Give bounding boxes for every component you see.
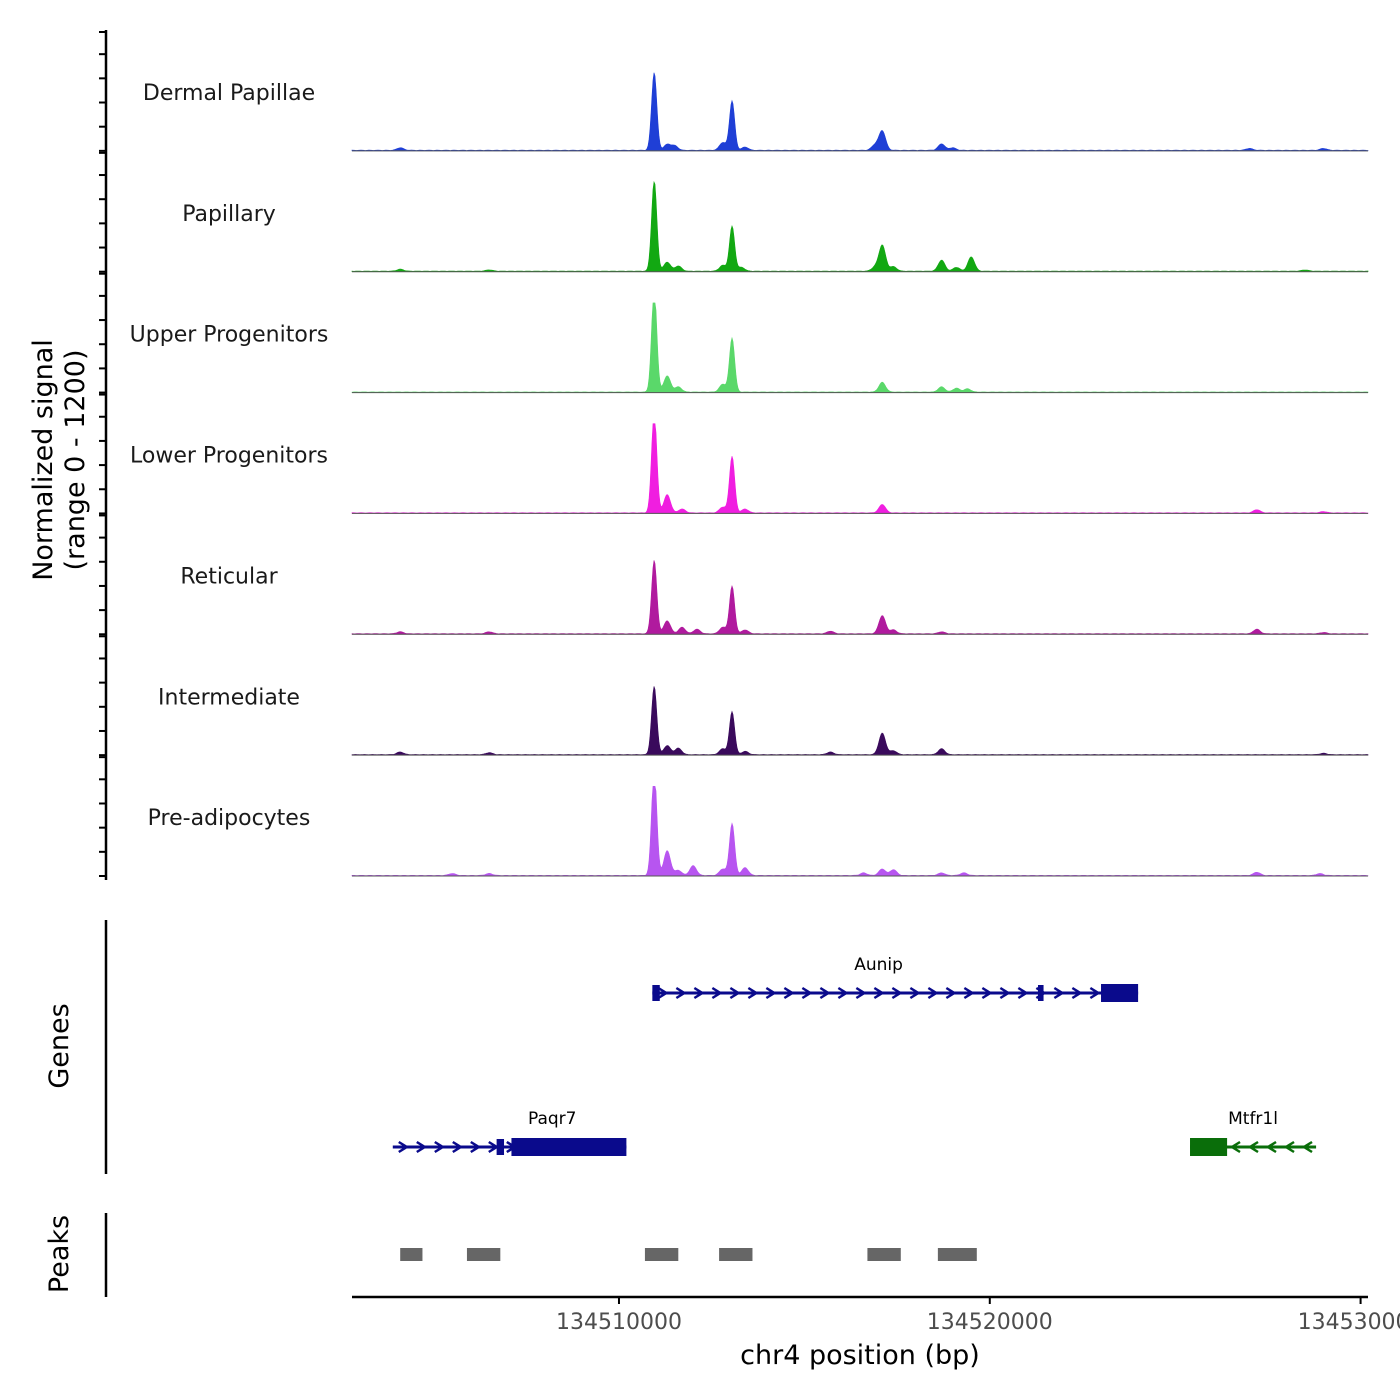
- peak-region-0: [400, 1248, 423, 1261]
- strand-chevron: [981, 986, 993, 1000]
- gene-label-Mtfr1l: Mtfr1l: [1228, 1109, 1278, 1129]
- strand-chevron: [693, 986, 705, 1000]
- peak-region-1: [466, 1248, 501, 1261]
- track-label-5: Intermediate: [158, 685, 300, 710]
- strand-chevron: [452, 1140, 464, 1154]
- track-label-1: Papillary: [182, 202, 276, 227]
- strand-chevron: [1229, 1140, 1241, 1154]
- gene-label-Aunip: Aunip: [854, 955, 903, 975]
- track-4: Reticular: [180, 560, 1369, 635]
- signal-area-6: [351, 786, 1369, 877]
- strand-chevron: [873, 986, 885, 1000]
- strand-chevron: [1301, 1140, 1313, 1154]
- peak-region-3: [719, 1248, 753, 1261]
- strand-chevron: [837, 986, 849, 1000]
- peak-region-track: [400, 1248, 977, 1261]
- track-2: Upper Progenitors: [130, 302, 1369, 394]
- strand-chevron: [711, 986, 723, 1000]
- strand-chevron: [927, 986, 939, 1000]
- strand-chevron: [909, 986, 921, 1000]
- strand-chevron: [999, 986, 1011, 1000]
- track-0: Dermal Papillae: [143, 72, 1369, 152]
- x-tick-label: 134510000: [556, 1310, 682, 1335]
- strand-chevron: [1265, 1140, 1277, 1154]
- coverage-tracks: Dermal Papillae Papillary Upper Progenitor…: [130, 72, 1369, 877]
- strand-chevron: [1071, 986, 1083, 1000]
- strand-chevron: [1089, 986, 1101, 1000]
- exon-Paqr7-0: [496, 1139, 505, 1155]
- strand-chevron: [416, 1140, 428, 1154]
- gene-Mtfr1l: Mtfr1l: [1190, 1109, 1317, 1156]
- y-axis-label: Normalized signal: [28, 339, 59, 581]
- strand-chevron: [765, 986, 777, 1000]
- track-label-3: Lower Progenitors: [130, 444, 328, 469]
- strand-chevron: [470, 1140, 482, 1154]
- strand-chevron: [891, 986, 903, 1000]
- strand-chevron: [1053, 986, 1065, 1000]
- x-tick-label: 134530000: [1298, 1310, 1400, 1335]
- strand-chevron: [963, 986, 975, 1000]
- peak-region-2: [644, 1248, 679, 1261]
- strand-chevron: [729, 986, 741, 1000]
- signal-area-3: [351, 423, 1369, 514]
- signal-area-4: [351, 560, 1369, 635]
- x-axis-label: chr4 position (bp): [740, 1340, 980, 1371]
- strand-chevron: [747, 986, 759, 1000]
- strand-chevron: [398, 1140, 410, 1154]
- gene-Aunip: Aunip: [652, 955, 1139, 1002]
- x-axis: 134510000 134520000 134530000: [352, 1295, 1400, 1335]
- track-label-4: Reticular: [180, 564, 278, 589]
- track-1: Papillary: [182, 180, 1369, 273]
- track-6: Pre-adipocytes: [148, 786, 1369, 877]
- strand-chevron: [801, 986, 813, 1000]
- peak-region-5: [937, 1248, 977, 1261]
- genes-label: Genes: [44, 1003, 75, 1088]
- gene-Paqr7: Paqr7: [392, 1109, 627, 1156]
- strand-chevron: [1017, 986, 1029, 1000]
- track-3: Lower Progenitors: [130, 423, 1369, 514]
- exon-Paqr7-1: [511, 1138, 627, 1156]
- strand-chevron: [1283, 1140, 1295, 1154]
- strand-chevron: [945, 986, 957, 1000]
- track-label-0: Dermal Papillae: [143, 81, 315, 106]
- signal-y-axis: [99, 30, 108, 880]
- signal-area-5: [351, 686, 1369, 756]
- strand-chevron: [1247, 1140, 1259, 1154]
- peak-region-4: [867, 1248, 901, 1261]
- signal-area-0: [351, 72, 1369, 152]
- track-label-6: Pre-adipocytes: [148, 806, 311, 831]
- gene-label-Paqr7: Paqr7: [528, 1109, 577, 1129]
- signal-area-1: [351, 180, 1369, 273]
- track-label-2: Upper Progenitors: [130, 323, 329, 348]
- strand-chevron: [819, 986, 831, 1000]
- strand-chevron: [434, 1140, 446, 1154]
- exon-Aunip-2: [1101, 984, 1139, 1002]
- strand-chevron: [675, 986, 687, 1000]
- strand-chevron: [657, 986, 669, 1000]
- peaks-label: Peaks: [44, 1215, 75, 1293]
- signal-area-2: [351, 302, 1369, 393]
- exon-Aunip-0: [652, 985, 660, 1001]
- x-tick-label: 134520000: [927, 1310, 1053, 1335]
- track-5: Intermediate: [158, 685, 1369, 756]
- exon-Mtfr1l-0: [1190, 1138, 1228, 1156]
- gene-annotation-track: Aunip Paqr7 Mtfr1l: [392, 955, 1317, 1156]
- exon-Aunip-1: [1037, 985, 1044, 1001]
- strand-chevron: [783, 986, 795, 1000]
- strand-chevron: [855, 986, 867, 1000]
- y-axis-range-label: (range 0 - 1200): [60, 350, 91, 571]
